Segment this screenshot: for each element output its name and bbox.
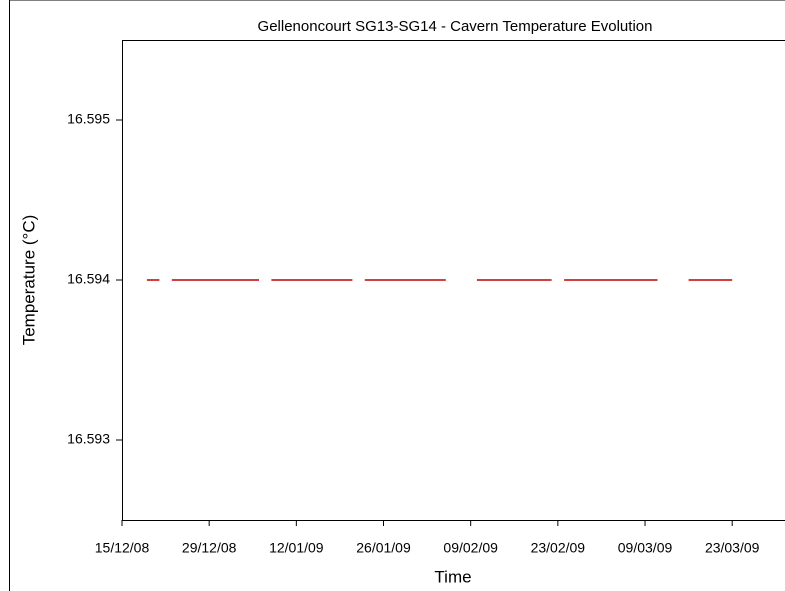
- x-tick-label: 23/03/09: [705, 540, 760, 556]
- x-tick-label: 23/02/09: [531, 540, 586, 556]
- frame: [9, 0, 785, 591]
- y-axis-label: Temperature (°C): [19, 215, 38, 346]
- x-tick-label: 09/02/09: [443, 540, 498, 556]
- y-tick-label: 16.595: [67, 111, 110, 127]
- x-tick-label: 09/03/09: [618, 540, 673, 556]
- x-tick-label: 26/01/09: [356, 540, 411, 556]
- x-tick-label: 29/12/08: [182, 540, 237, 556]
- y-tick-label: 16.593: [67, 431, 110, 447]
- x-axis-label: Time: [434, 567, 471, 586]
- x-tick-label: 15/12/08: [95, 540, 150, 556]
- chart-title: Gellenoncourt SG13-SG14 - Cavern Tempera…: [258, 18, 653, 35]
- x-tick-label: 12/01/09: [269, 540, 324, 556]
- y-tick-label: 16.594: [67, 271, 110, 287]
